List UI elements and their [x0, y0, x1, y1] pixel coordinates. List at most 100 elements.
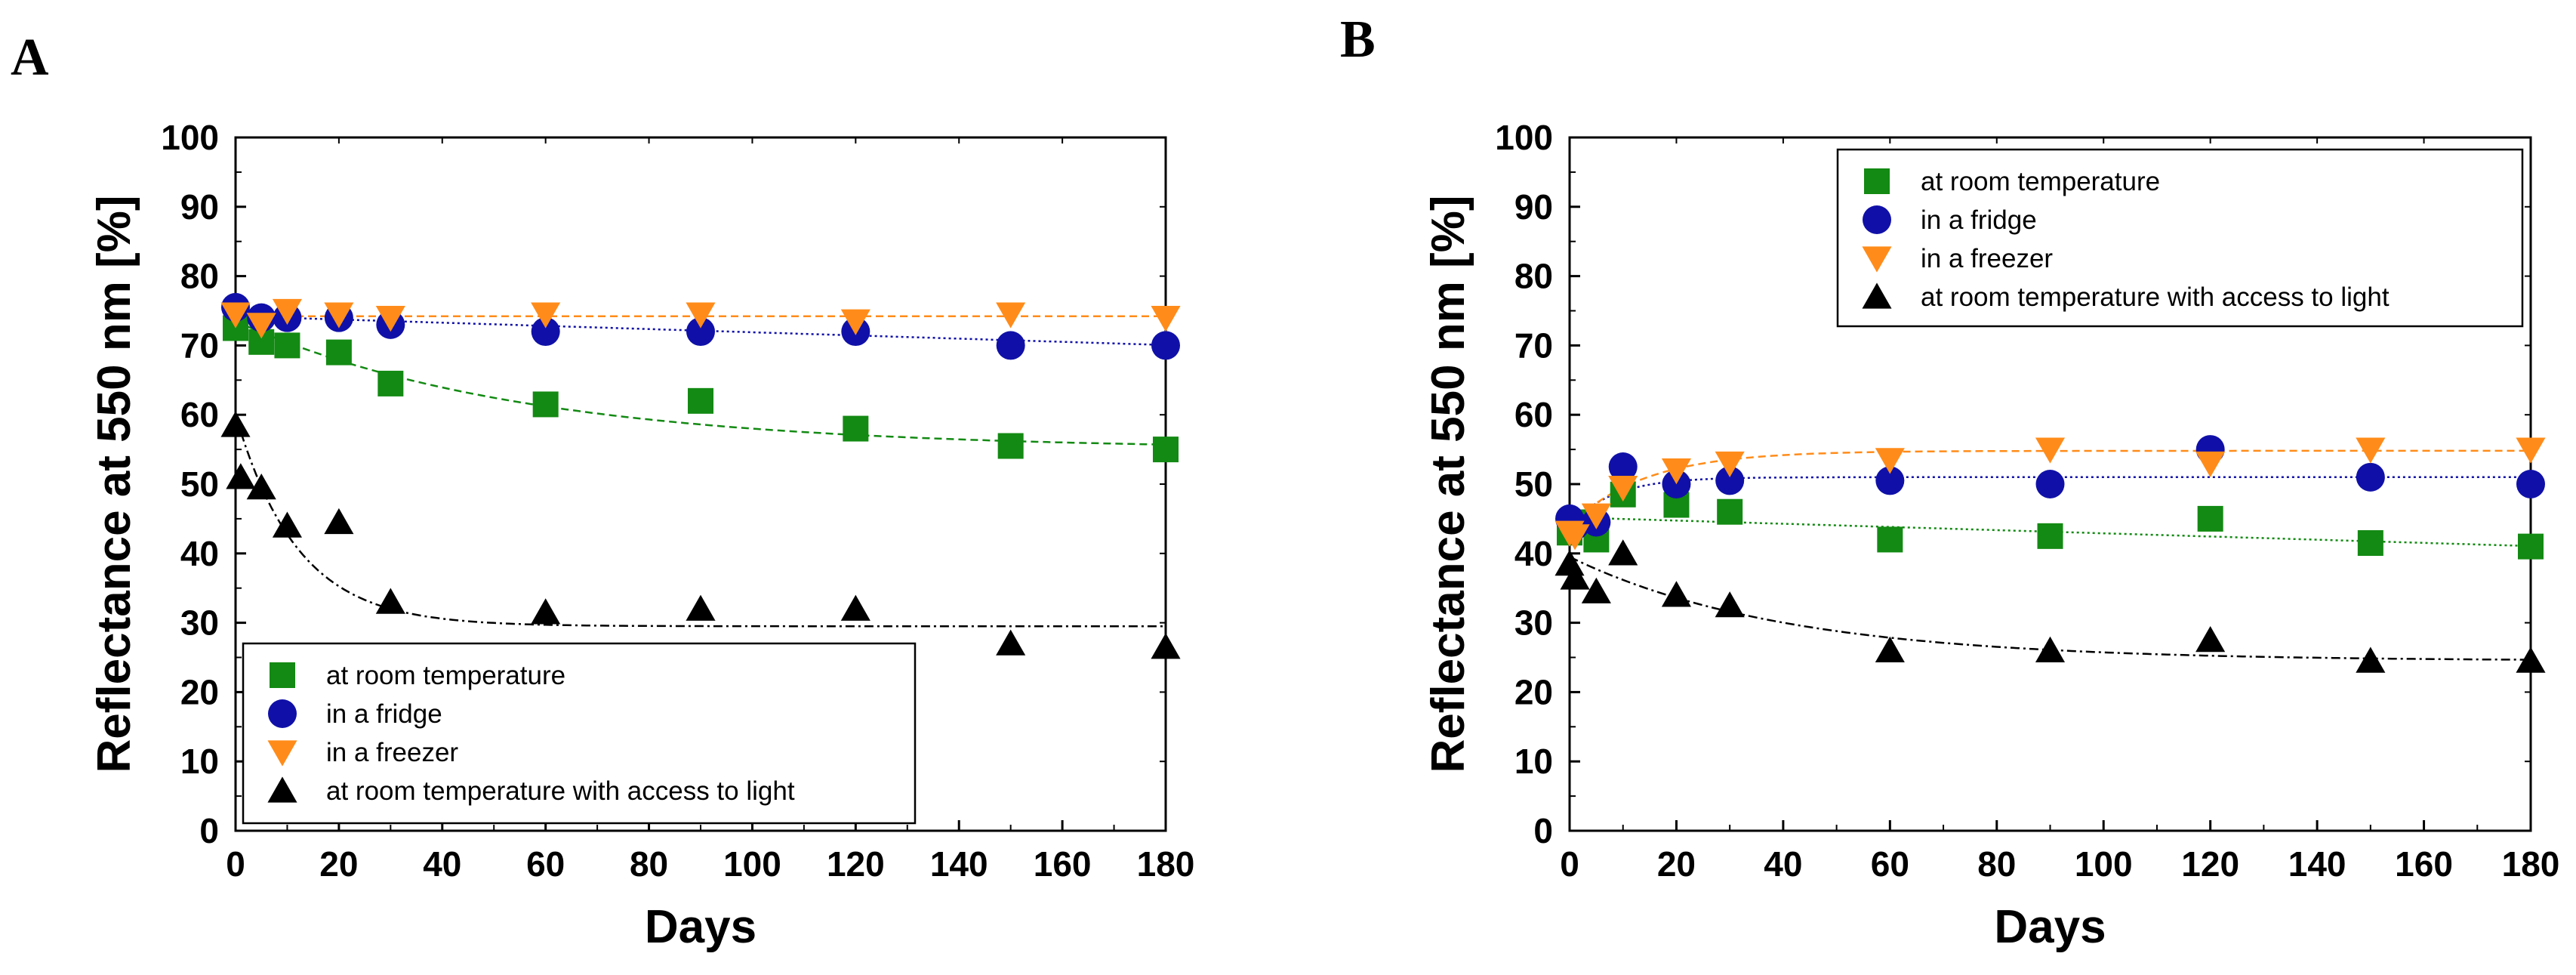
x-tick-label: 0: [1560, 844, 1579, 884]
data-point: [1560, 563, 1590, 590]
legend: at room temperature in a fridge in a freez…: [242, 642, 917, 825]
data-point: [1717, 498, 1743, 525]
y-tick-label: 60: [180, 395, 219, 434]
data-point: [1608, 475, 1638, 502]
data-point: [246, 474, 276, 500]
y-tick-label: 90: [1514, 187, 1553, 227]
x-tick-label: 0: [226, 844, 245, 884]
data-point: [686, 302, 716, 329]
y-tick-label: 0: [1533, 811, 1553, 850]
data-point: [997, 433, 1024, 459]
legend-marker: [268, 699, 297, 728]
data-point: [1560, 524, 1590, 551]
data-point: [1715, 591, 1745, 618]
legend-marker: [267, 740, 297, 767]
data-point: [226, 463, 256, 489]
legend-marker: [1862, 246, 1892, 273]
data-point: [2356, 646, 2386, 673]
data-point: [1608, 539, 1638, 566]
data-point: [220, 411, 251, 437]
data-point: [531, 598, 561, 625]
data-point: [840, 309, 870, 335]
x-tick-label: 120: [827, 844, 885, 884]
y-axis-title: Reflectance at 550 nm [%]: [1422, 196, 1474, 773]
data-point: [531, 317, 560, 347]
x-tick-label: 80: [1977, 844, 2016, 884]
data-point: [996, 302, 1026, 329]
fit-curves: [236, 315, 1166, 628]
y-tick-label: 20: [1514, 672, 1553, 711]
y-tick-label: 70: [1514, 326, 1553, 365]
data-point: [2357, 530, 2383, 557]
y-tick-label: 50: [180, 464, 219, 504]
x-tick-label: 120: [2181, 844, 2239, 884]
data-series: [220, 411, 1181, 659]
legend-label: in a fridge: [326, 699, 442, 729]
y-tick-label: 80: [1514, 257, 1553, 296]
x-tick-label: 20: [1657, 844, 1696, 884]
data-series: [1555, 539, 2546, 673]
data-point: [843, 415, 869, 442]
data-point: [1151, 306, 1181, 332]
panel-b-letter: B: [1340, 11, 1376, 69]
y-tick-label: 10: [1514, 742, 1553, 781]
x-tick-label: 60: [526, 844, 565, 884]
data-point: [274, 332, 300, 359]
x-tick-label: 80: [630, 844, 668, 884]
panel-a-letter: A: [11, 29, 49, 87]
data-point: [2195, 625, 2226, 653]
data-point: [1661, 581, 1691, 607]
legend-label: in a fridge: [1921, 205, 2037, 235]
y-axis-title: Reflectance at 550 nm [%]: [88, 196, 140, 773]
data-point: [1661, 458, 1691, 485]
data-point: [1875, 448, 1905, 474]
data-point: [2197, 505, 2223, 532]
data-point: [325, 339, 352, 366]
data-point: [2356, 462, 2385, 492]
y-tick-label: 30: [180, 603, 219, 643]
x-tick-label: 60: [1871, 844, 1909, 884]
data-point: [996, 629, 1026, 656]
x-tick-label: 100: [2075, 844, 2133, 884]
x-tick-label: 160: [2395, 844, 2453, 884]
fit-curve: [236, 414, 1166, 628]
data-point: [996, 331, 1025, 360]
x-tick-label: 140: [2288, 844, 2346, 884]
data-series: [223, 315, 1179, 463]
chart-panel-a: 0 10 20 30 40 50 60 70 80 90 100 0 20 40 60 80 100 120 140…: [88, 118, 1194, 953]
x-tick-label: 180: [2502, 844, 2560, 884]
x-axis-title: Days: [1994, 901, 2106, 953]
chart-panel-b: 0 10 20 30 40 50 60 70 80 90 100 0 20 40 60 80 100 120 140…: [1422, 118, 2559, 953]
legend-marker: [270, 662, 295, 688]
data-point: [246, 313, 276, 339]
data-point: [1715, 451, 1745, 478]
data-point: [375, 306, 405, 332]
data-point: [1608, 452, 1638, 482]
data-point: [1875, 636, 1905, 662]
legend-label: at room temperature: [326, 661, 565, 690]
legend-marker: [1862, 282, 1892, 309]
y-tick-label: 60: [1514, 395, 1553, 434]
legend-marker: [1864, 168, 1890, 194]
data-point: [2195, 451, 2226, 478]
legend-marker: [1863, 205, 1891, 234]
data-point: [2518, 533, 2544, 560]
legend-marker: [267, 776, 297, 803]
y-tick-label: 100: [161, 118, 219, 157]
data-point: [1875, 466, 1905, 495]
x-tick-label: 40: [423, 844, 461, 884]
data-point: [2516, 646, 2546, 673]
legend-label: at room temperature with access to light: [1921, 282, 2390, 312]
x-tick-label: 160: [1034, 844, 1092, 884]
x-axis-title: Days: [645, 901, 756, 953]
y-tick-label: 90: [180, 187, 219, 227]
y-tick-label: 80: [180, 257, 219, 296]
y-tick-label: 40: [1514, 534, 1553, 573]
data-point: [1151, 633, 1181, 659]
data-point: [324, 302, 354, 329]
data-point: [1581, 503, 1611, 529]
data-point: [272, 298, 302, 326]
data-point: [272, 511, 302, 538]
data-point: [375, 588, 405, 614]
